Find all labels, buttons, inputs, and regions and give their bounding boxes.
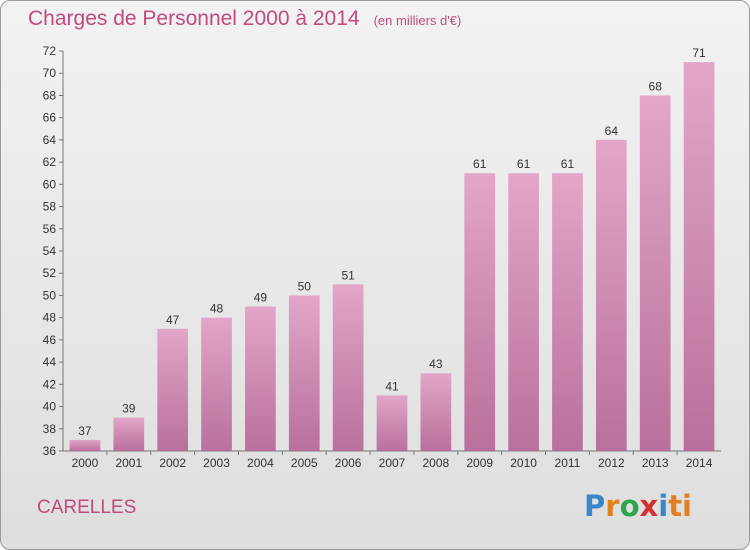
bar-2005 <box>288 295 320 451</box>
chart-data-labels: 37 39 47 48 49 50 51 41 43 61 61 61 64 68 71 <box>78 46 706 438</box>
data-label-2010: 61 <box>517 157 531 171</box>
bar-2008 <box>420 373 452 451</box>
data-label-2007: 41 <box>385 379 399 393</box>
y-tick-label: 40 <box>43 400 57 414</box>
data-label-2011: 61 <box>561 157 575 171</box>
x-tick-label: 2007 <box>379 456 406 470</box>
x-tick-label: 2013 <box>642 456 669 470</box>
data-label-2004: 49 <box>254 291 268 305</box>
bar-2001 <box>113 417 145 451</box>
x-tick-label: 2003 <box>203 456 230 470</box>
bar-2003 <box>201 317 232 451</box>
y-tick-label: 36 <box>43 444 57 458</box>
y-tick-label: 58 <box>43 200 57 214</box>
x-tick-label: 2014 <box>686 456 713 470</box>
x-tick-label: 2001 <box>115 456 142 470</box>
bar-2011 <box>552 173 583 451</box>
proxiti-logo: Proxiti <box>584 489 692 523</box>
chart-title-text: Charges de Personnel 2000 à 2014 <box>28 7 360 30</box>
y-tick-label: 64 <box>43 133 57 147</box>
data-label-2001: 39 <box>122 402 136 416</box>
data-label-2013: 68 <box>649 79 663 93</box>
y-tick-label: 62 <box>43 155 57 169</box>
x-tick-label: 2004 <box>247 456 274 470</box>
x-tick-label: 2002 <box>159 456 186 470</box>
y-tick-label: 56 <box>43 222 57 236</box>
x-tick-label: 2009 <box>466 456 493 470</box>
bar-2002 <box>157 328 189 451</box>
x-tick-label: 2008 <box>423 456 450 470</box>
x-tick-label: 2000 <box>72 456 99 470</box>
data-label-2009: 61 <box>473 157 487 171</box>
data-label-2000: 37 <box>78 424 92 438</box>
x-tick-label: 2006 <box>335 456 362 470</box>
chart-subtitle: (en milliers d'€) <box>373 13 462 28</box>
bar-2014 <box>683 62 715 451</box>
y-tick-label: 48 <box>43 311 57 325</box>
y-tick-label: 44 <box>43 355 57 369</box>
data-label-2003: 48 <box>210 302 224 316</box>
y-tick-label: 42 <box>43 377 57 391</box>
bar-2013 <box>639 95 671 451</box>
data-label-2005: 50 <box>298 279 312 293</box>
x-tick-label: 2011 <box>555 456 581 470</box>
bar-2012 <box>595 139 627 451</box>
y-tick-label: 70 <box>43 66 57 80</box>
y-tick-label: 50 <box>43 288 57 302</box>
x-tick-label: 2005 <box>291 456 318 470</box>
bar-2007 <box>376 395 408 451</box>
bar-2010 <box>508 173 539 451</box>
bar-2004 <box>245 306 276 451</box>
y-tick-label: 68 <box>43 88 57 102</box>
y-tick-label: 72 <box>43 44 57 58</box>
y-tick-label: 46 <box>43 333 57 347</box>
x-tick-label: 2010 <box>510 456 537 470</box>
bar-2009 <box>464 173 496 451</box>
x-tick-label: 2012 <box>598 456 625 470</box>
data-label-2006: 51 <box>341 268 355 282</box>
y-tick-label: 38 <box>43 422 57 436</box>
chart-title: Charges de Personnel 2000 à 2014 (en mill… <box>28 7 461 31</box>
data-label-2014: 71 <box>692 46 706 60</box>
y-tick-label: 66 <box>43 111 57 125</box>
y-tick-label: 60 <box>43 177 57 191</box>
bar-2006 <box>332 284 364 451</box>
data-label-2008: 43 <box>429 357 443 371</box>
y-tick-label: 52 <box>43 266 57 280</box>
data-label-2002: 47 <box>166 313 180 327</box>
y-tick-label: 54 <box>43 244 57 258</box>
data-label-2012: 64 <box>605 124 619 138</box>
commune-name: CARELLES <box>37 497 137 518</box>
chart-bars <box>69 62 715 451</box>
bar-2000 <box>69 439 101 451</box>
